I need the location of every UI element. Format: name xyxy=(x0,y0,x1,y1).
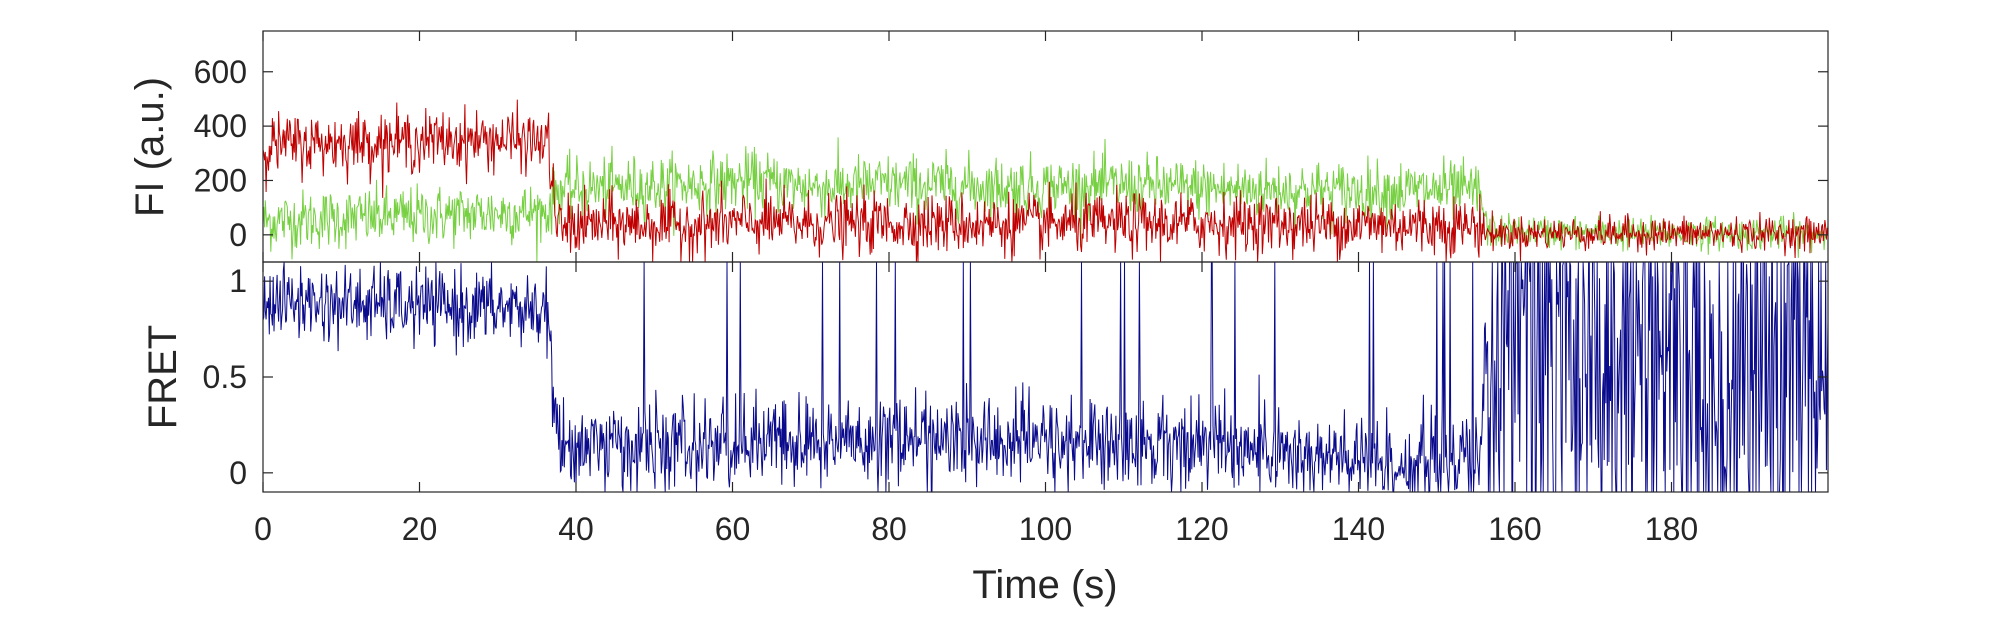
time-x-tick-label: 40 xyxy=(558,511,594,547)
time-x-ticks: 0 20 40 60 80 100 120 140 160 180 xyxy=(254,511,1698,547)
time-x-tick-label: 100 xyxy=(1019,511,1072,547)
fluorescence-panel: 0 200 400 600 FI (a.u.) xyxy=(128,30,1829,263)
fret-panel: 00.51 0 20 40 60 80 100 120 140 160 180 FRET Time… xyxy=(141,261,1829,607)
fluorescence-y-tick-label: 600 xyxy=(194,54,247,90)
time-x-tick-label: 20 xyxy=(402,511,438,547)
fret-y-tick-label: 1 xyxy=(229,263,247,299)
fluorescence-series-line-1 xyxy=(262,99,1829,263)
fluorescence-y-ticks: 0 200 400 600 xyxy=(194,31,1828,262)
time-x-tick-label: 0 xyxy=(254,511,272,547)
time-x-tick-label: 140 xyxy=(1332,511,1385,547)
fluorescence-y-axis-label: FI (a.u.) xyxy=(128,77,172,217)
fret-traces xyxy=(262,261,1829,493)
fluorescence-traces xyxy=(262,99,1829,263)
time-x-tick-label: 180 xyxy=(1645,511,1698,547)
fluorescence-y-tick-label: 0 xyxy=(229,217,247,253)
time-x-tick-label: 120 xyxy=(1175,511,1228,547)
fluorescence-y-tick-label: 400 xyxy=(194,108,247,144)
time-x-tick-label: 60 xyxy=(715,511,751,547)
fluorescence-series-line-0 xyxy=(262,137,1829,263)
fret-series-line-0 xyxy=(262,261,1829,493)
time-x-tick-label: 80 xyxy=(871,511,907,547)
fret-y-ticks: 00.51 xyxy=(203,262,1828,492)
fret-y-axis-label: FRET xyxy=(141,325,185,429)
fluorescence-y-tick-label: 200 xyxy=(194,162,247,198)
time-x-tick-label: 160 xyxy=(1488,511,1541,547)
fret-y-tick-label: 0 xyxy=(229,455,247,491)
time-x-axis-label: Time (s) xyxy=(972,563,1117,607)
fret-y-tick-label: 0.5 xyxy=(203,359,247,395)
